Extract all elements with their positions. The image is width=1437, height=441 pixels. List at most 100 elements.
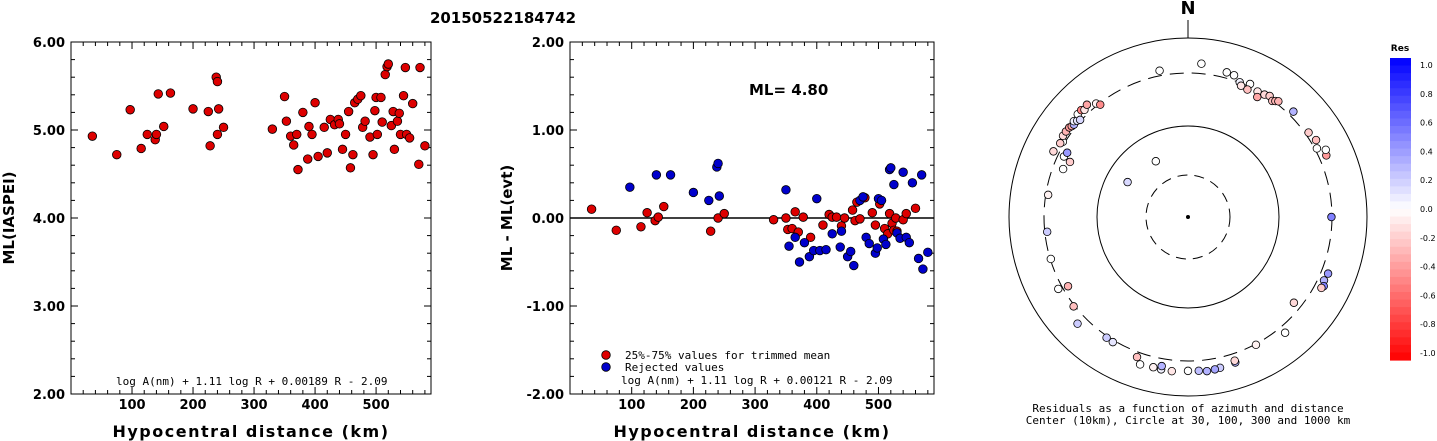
rejected-data-point (872, 243, 882, 253)
trimmed-data-point (867, 208, 878, 218)
station-residual-point (1229, 71, 1239, 80)
ml-data-point (212, 76, 223, 87)
rejected-data-point (916, 170, 927, 180)
station-residual-point (1243, 85, 1252, 94)
rejected-data-point (625, 182, 635, 192)
colorbar-tick-label: -0.2 (1420, 234, 1436, 243)
station-residual-point (1102, 333, 1111, 342)
ml-y-axis-label: ML(IASPEI) (0, 171, 18, 264)
colorbar-tick-label: -1.0 (1420, 349, 1436, 358)
ml-data-point (407, 98, 418, 109)
rejected-data-point (812, 193, 822, 204)
trimmed-data-point (586, 204, 597, 214)
colorbar-band (1390, 246, 1411, 255)
residual-y-tick-label: 1.00 (532, 124, 564, 139)
colorbar-band (1390, 292, 1411, 301)
station-residual-point (1049, 147, 1058, 156)
ml-data-point (420, 141, 430, 151)
rejected-data-point (846, 246, 856, 257)
trimmed-data-point (636, 222, 646, 232)
colorbar-band (1390, 201, 1411, 210)
colorbar-tick-label: 0.2 (1420, 176, 1433, 185)
ml-data-point (298, 107, 308, 118)
colorbar-band (1390, 178, 1411, 187)
station-residual-point (1323, 269, 1333, 278)
ml-x-tick-label: 400 (301, 398, 328, 413)
residual-y-axis-label: ML - ML(evt) (498, 165, 516, 271)
station-residual-point (1123, 177, 1132, 187)
colorbar-band (1390, 216, 1411, 225)
rejected-data-point (835, 242, 845, 252)
station-residual-point (1132, 352, 1142, 362)
rejected-data-point (886, 163, 896, 173)
colorbar-band (1390, 163, 1411, 172)
ml-y-tick-label: 5.00 (33, 124, 65, 139)
ml-data-point (289, 140, 299, 150)
ml-data-point (340, 129, 351, 140)
station-residual-point (1063, 282, 1073, 291)
residual-y-tick-label: -1.00 (527, 300, 564, 315)
ml-data-point (213, 104, 224, 114)
station-residual-point (1280, 328, 1290, 337)
colorbar-tick-label: -0.8 (1420, 320, 1436, 329)
colorbar-band (1390, 80, 1411, 89)
colorbar-band (1390, 125, 1411, 135)
trimmed-data-point (659, 201, 669, 212)
ml-data-point (267, 124, 278, 134)
ring-30km (1145, 174, 1231, 260)
trimmed-data-point (847, 205, 858, 215)
station-residual-point (1046, 254, 1056, 264)
trimmed-data-point (839, 213, 850, 223)
ml-data-point (218, 122, 229, 133)
trimmed-data-point (910, 203, 921, 214)
trimmed-data-point (870, 220, 881, 230)
ml-data-point (304, 121, 314, 132)
trimmed-data-point (798, 212, 808, 222)
ml-data-point (372, 129, 383, 140)
colorbar-band (1390, 276, 1411, 286)
ml-data-point (415, 62, 425, 73)
ml-data-point (303, 154, 313, 164)
colorbar-band (1390, 95, 1411, 104)
colorbar-band (1390, 133, 1411, 142)
rejected-data-point (923, 247, 933, 258)
rejected-data-point (836, 226, 847, 236)
rejected-data-point (784, 241, 794, 251)
station-residual-point (1075, 115, 1085, 125)
station-residual-point (1202, 366, 1212, 376)
colorbar-band (1390, 231, 1411, 240)
ml-y-tick-label: 2.00 (33, 388, 65, 403)
residual-y-tick-label: -2.00 (527, 388, 564, 403)
colorbar-band (1390, 352, 1411, 361)
station-residual-point (1210, 365, 1220, 374)
residual-y-tick-label: 2.00 (532, 36, 564, 51)
trimmed-data-point (805, 232, 816, 243)
ml-y-tick-label: 3.00 (33, 300, 65, 315)
colorbar-band (1390, 254, 1411, 263)
residual-y-tick-label: 0.00 (532, 212, 564, 227)
legend-marker-trimmed (601, 350, 611, 360)
rejected-data-point (713, 158, 723, 169)
station-residual-point (1289, 107, 1298, 116)
ml-data-point (376, 92, 386, 103)
polar-caption-line-2: Center (10km), Circle at 30, 100, 300 an… (1026, 414, 1351, 427)
ml-data-point (400, 62, 411, 73)
ml-data-point (125, 105, 135, 115)
ml-event-annotation: ML= 4.80 (749, 81, 828, 99)
ml-data-point (370, 105, 380, 116)
colorbar-band (1390, 148, 1411, 157)
colorbar-band (1390, 329, 1411, 338)
north-label: N (1180, 0, 1195, 19)
rejected-data-point (858, 192, 868, 202)
ml-data-point (188, 104, 198, 114)
colorbar-band (1390, 65, 1411, 74)
rejected-data-point (781, 185, 791, 195)
trimmed-data-point (719, 208, 729, 219)
station-residual-point (1082, 100, 1092, 109)
ml-y-tick-label: 4.00 (33, 212, 65, 227)
colorbar-band (1390, 239, 1411, 248)
trimmed-data-point (818, 220, 828, 230)
ml-data-point (310, 98, 320, 108)
colorbar-band (1390, 224, 1411, 233)
